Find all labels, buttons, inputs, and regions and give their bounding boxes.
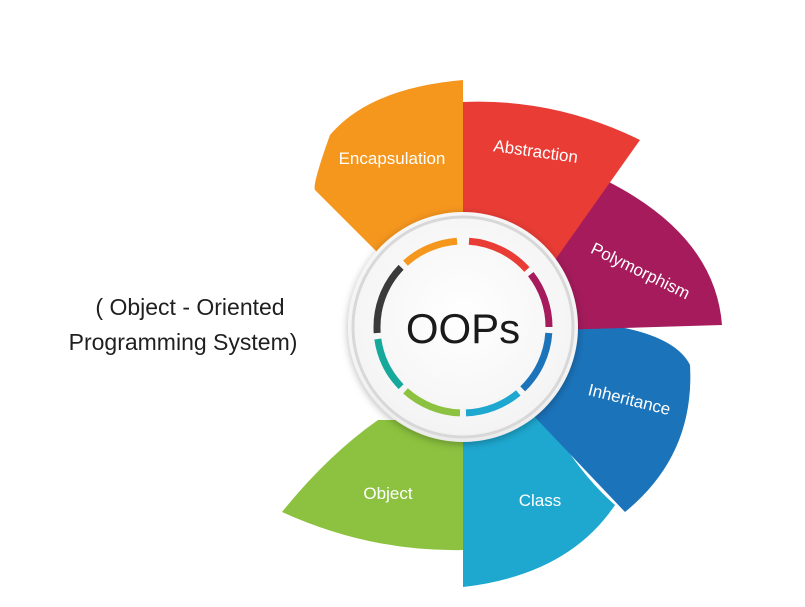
label-class: Class bbox=[519, 491, 562, 510]
petal-class bbox=[463, 405, 615, 587]
ring-arc-encapsulation bbox=[403, 237, 458, 266]
ring-arc-teal bbox=[374, 338, 404, 390]
ring-arc-dark bbox=[373, 264, 404, 334]
center-title: OOPs bbox=[406, 305, 520, 352]
ring-arc-inheritance bbox=[520, 332, 553, 392]
center-disc-shadow bbox=[348, 212, 578, 442]
ring-arc-abstraction bbox=[468, 237, 530, 272]
petal-object bbox=[282, 420, 463, 551]
ring-arc-polymorphism bbox=[527, 271, 553, 328]
center-disc-rim bbox=[351, 215, 575, 439]
petal-abstraction bbox=[463, 101, 640, 260]
ring-arc-class bbox=[465, 390, 521, 417]
label-object: Object bbox=[363, 484, 412, 503]
petal-encapsulation bbox=[314, 80, 463, 260]
label-encapsulation: Encapsulation bbox=[339, 149, 446, 168]
ring-arc-object bbox=[403, 388, 461, 417]
side-caption-line-1: ( Object - Oriented bbox=[95, 294, 284, 320]
side-caption-line-2: Programming System) bbox=[69, 329, 298, 355]
